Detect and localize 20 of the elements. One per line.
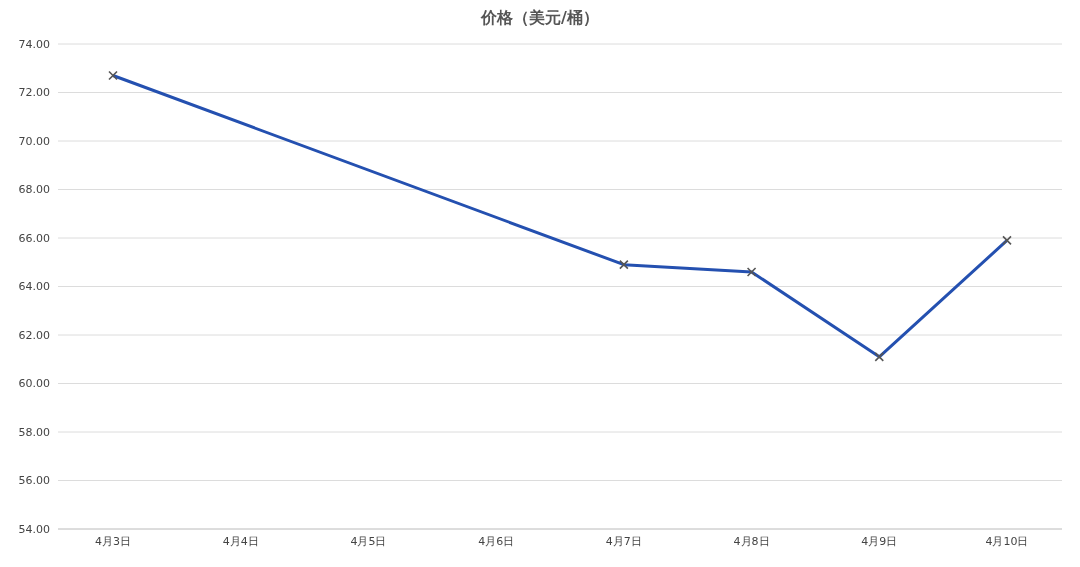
y-tick-label: 54.00 [18, 522, 50, 536]
chart-title: 价格（美元/桶） [479, 8, 600, 29]
y-tick-label: 62.00 [18, 328, 50, 342]
x-tick-label: 4月7日 [605, 534, 642, 548]
x-tick-label: 4月8日 [733, 534, 770, 548]
y-tick-label: 64.00 [18, 280, 50, 294]
y-tick-label: 58.00 [18, 425, 50, 439]
x-tick-label: 4月6日 [478, 534, 515, 548]
x-tick-label: 4月10日 [985, 534, 1029, 548]
y-tick-label: 68.00 [18, 183, 50, 197]
x-tick-label: 4月5日 [350, 534, 387, 548]
y-tick-label: 60.00 [18, 377, 50, 391]
y-tick-label: 66.00 [18, 231, 50, 245]
y-tick-label: 72.00 [18, 86, 50, 100]
x-tick-label: 4月9日 [861, 534, 898, 548]
y-tick-label: 74.00 [18, 37, 50, 51]
x-tick-label: 4月4日 [222, 534, 259, 548]
y-tick-label: 70.00 [18, 134, 50, 148]
x-tick-label: 4月3日 [95, 534, 131, 548]
y-tick-label: 56.00 [18, 474, 50, 488]
